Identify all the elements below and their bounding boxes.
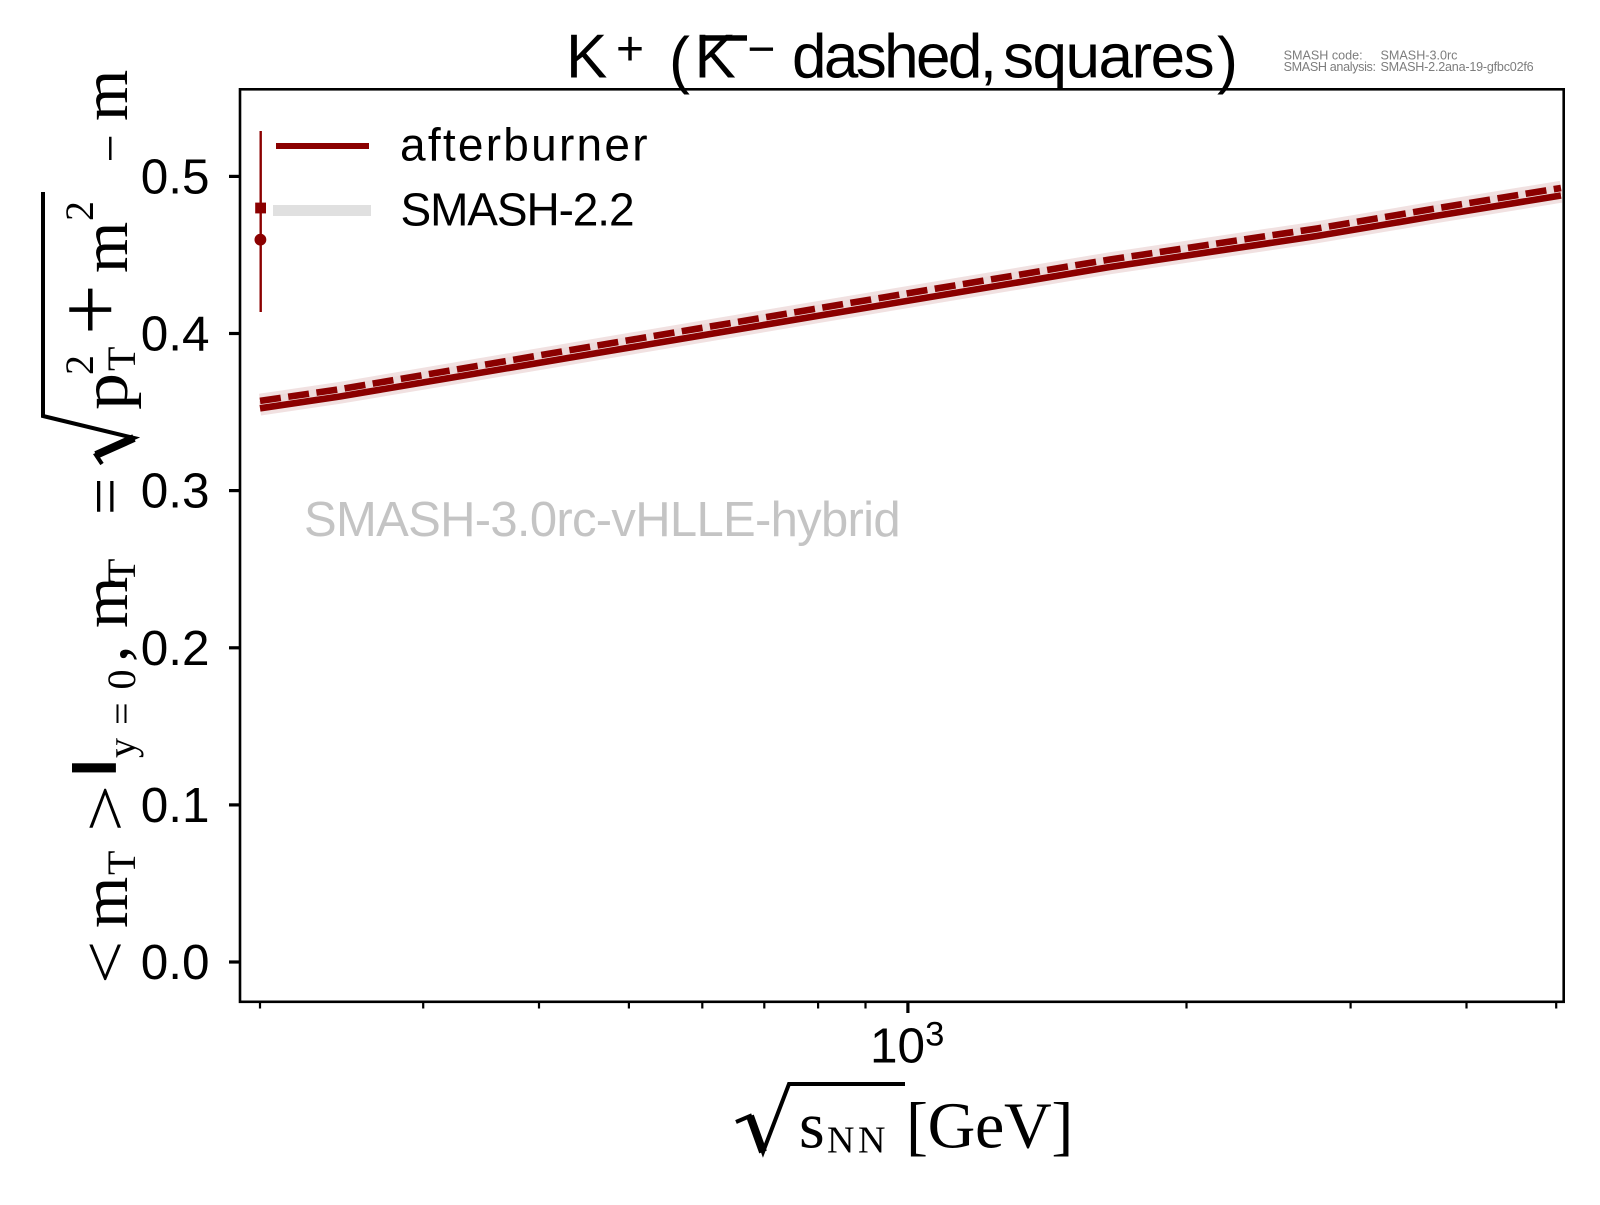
svg-text:K: K	[695, 23, 736, 92]
svg-text:[GeV]: [GeV]	[906, 1090, 1073, 1163]
svg-text:): )	[1217, 26, 1238, 96]
svg-text:squares: squares	[1003, 23, 1213, 92]
svg-text:0.4: 0.4	[141, 307, 210, 362]
svg-text:2: 2	[57, 355, 102, 375]
svg-text:T: T	[99, 347, 144, 371]
svg-text:afterburner: afterburner	[400, 119, 650, 171]
svg-text:m: m	[69, 877, 142, 928]
svg-text:K: K	[566, 23, 607, 92]
svg-text:p: p	[70, 373, 143, 410]
svg-text:0.1: 0.1	[141, 778, 210, 833]
svg-text:,: ,	[69, 646, 142, 663]
svg-text:0.2: 0.2	[141, 621, 210, 676]
svg-text:+: +	[41, 284, 140, 335]
svg-text:+: +	[616, 23, 644, 76]
svg-text:SMASH-3.0rc: SMASH-3.0rc	[1381, 49, 1458, 63]
svg-text:SMASH-3.0rc-vHLLE-hybrid: SMASH-3.0rc-vHLLE-hybrid	[304, 493, 900, 547]
svg-text:SMASH analysis:: SMASH analysis:	[1284, 60, 1376, 74]
svg-text:dashed,: dashed,	[792, 23, 994, 92]
svg-text:0.3: 0.3	[141, 464, 210, 519]
svg-text:m: m	[69, 577, 142, 628]
svg-text:−: −	[82, 134, 138, 162]
svg-text:T: T	[99, 851, 144, 875]
svg-text:−: −	[747, 23, 775, 76]
svg-text:0.5: 0.5	[141, 150, 210, 205]
svg-text:m: m	[69, 70, 142, 121]
svg-text:SMASH-2.2: SMASH-2.2	[401, 184, 634, 236]
svg-text:SMASH code:: SMASH code:	[1284, 49, 1363, 63]
svg-text:(: (	[669, 26, 690, 96]
svg-text:T: T	[99, 559, 144, 583]
svg-text:2: 2	[57, 201, 102, 221]
svg-text:=: =	[69, 478, 142, 515]
svg-text:m: m	[69, 222, 142, 273]
svg-text:NN: NN	[827, 1120, 889, 1162]
svg-text:>: >	[69, 785, 142, 832]
svg-text:y = 0: y = 0	[99, 668, 144, 758]
svg-text:s: s	[799, 1090, 825, 1163]
svg-text:SMASH-2.2ana-19-gfbc02f6: SMASH-2.2ana-19-gfbc02f6	[1381, 60, 1534, 74]
svg-text:0.0: 0.0	[141, 935, 210, 990]
svg-text:<: <	[69, 941, 142, 984]
